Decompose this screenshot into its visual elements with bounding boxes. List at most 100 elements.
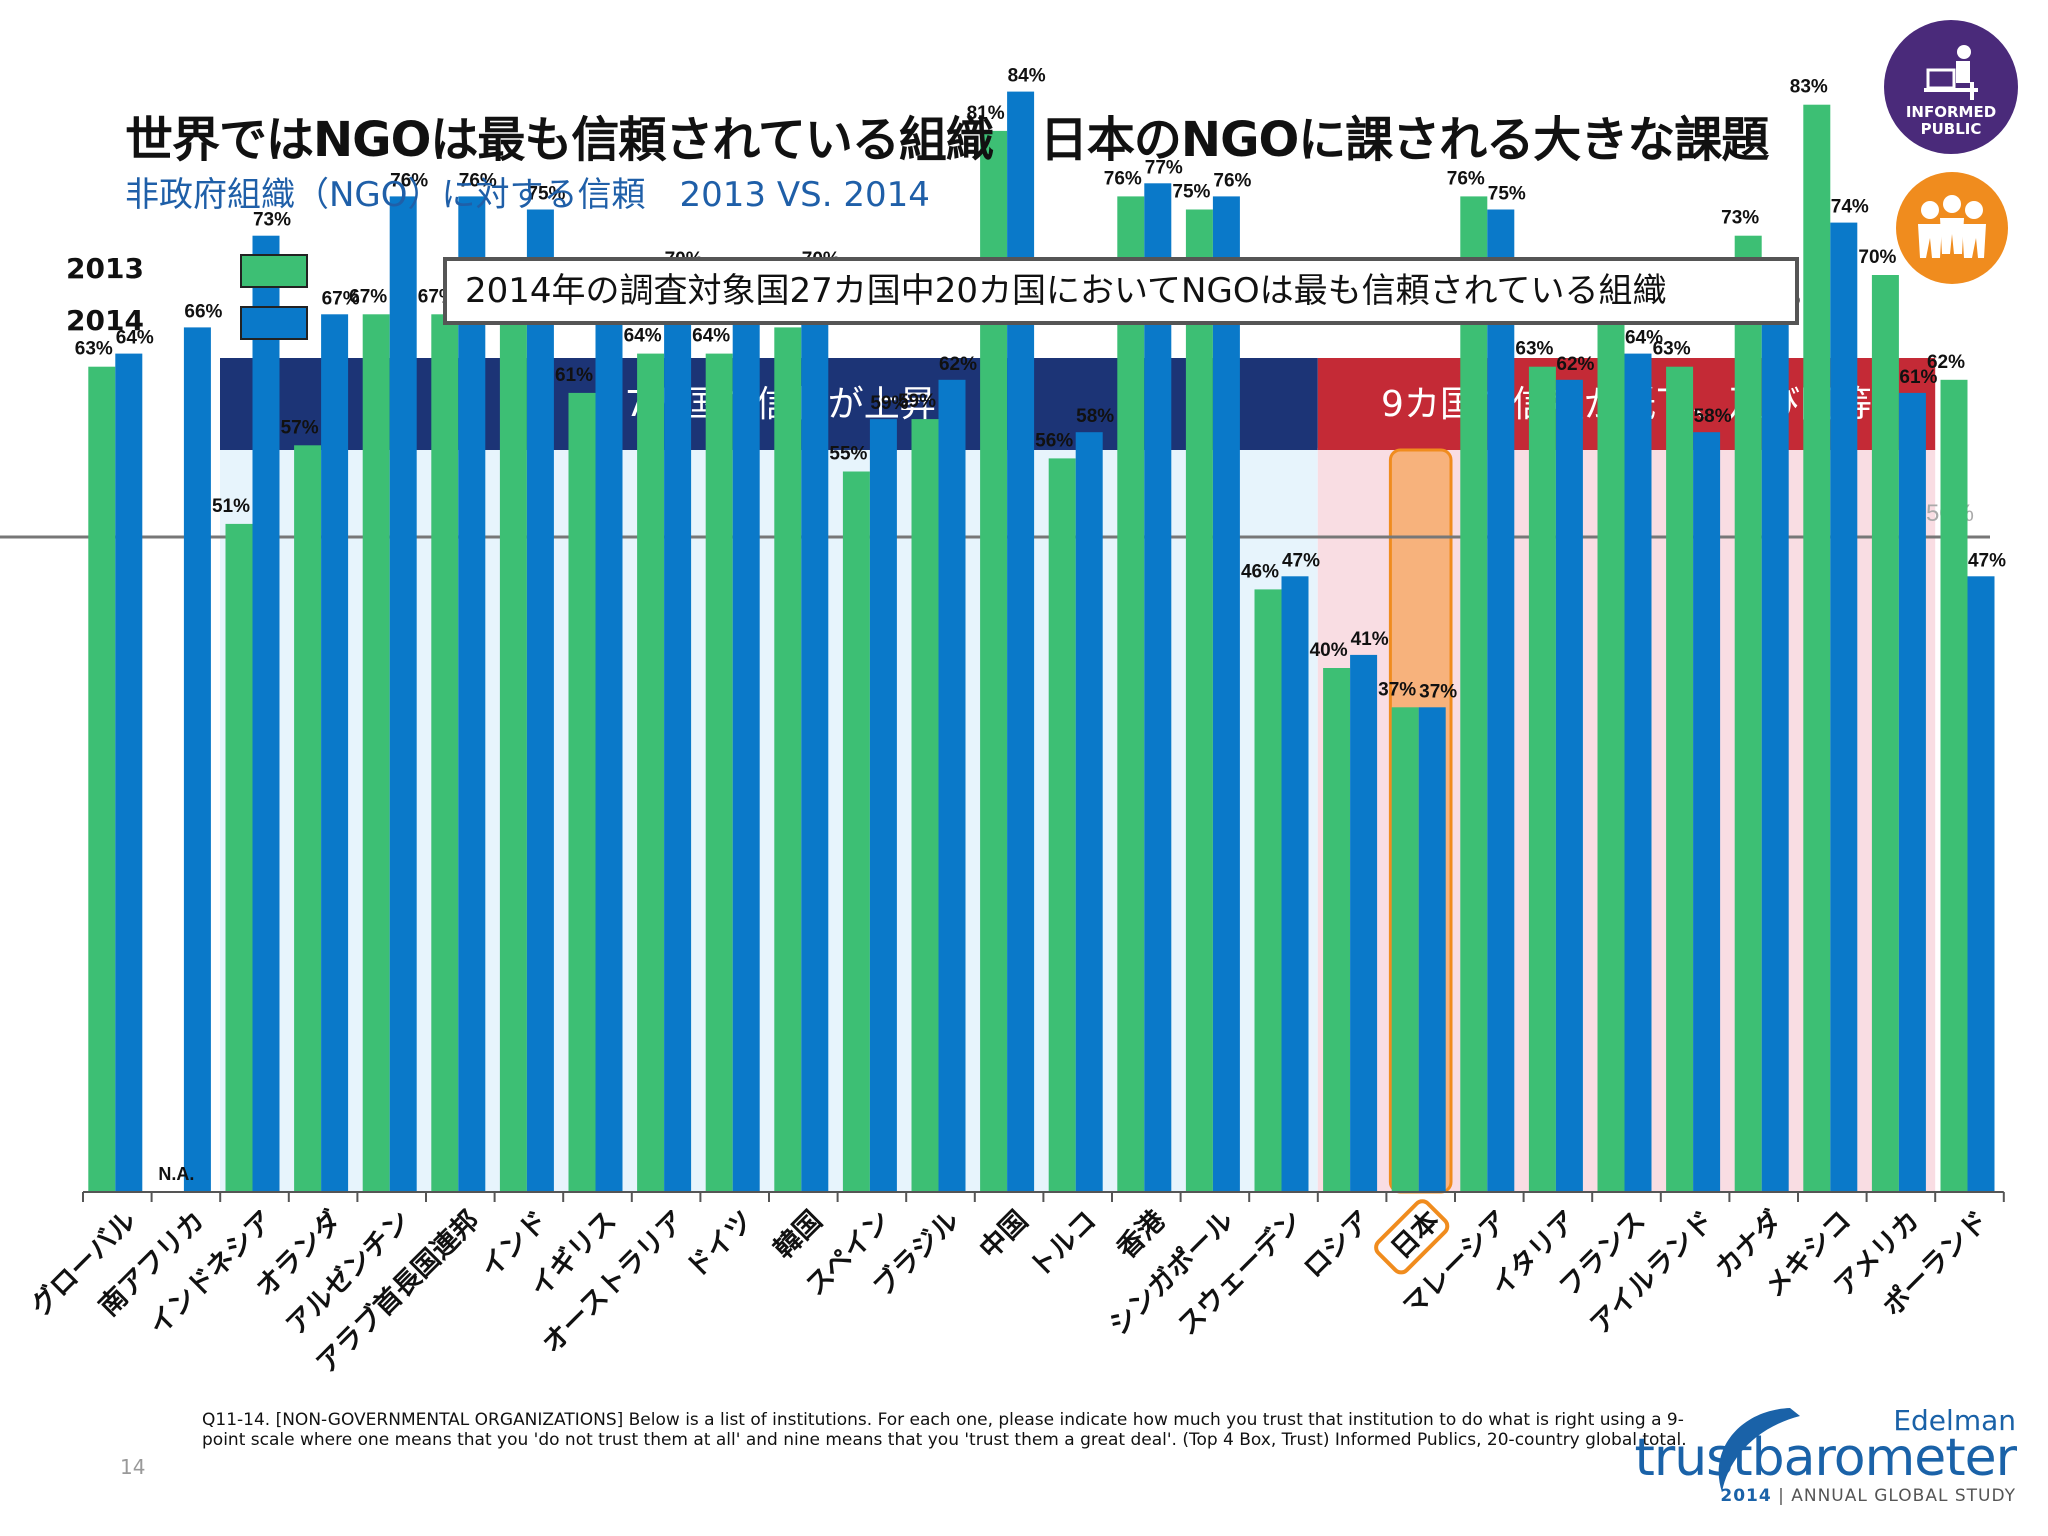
value-label: 64% — [116, 328, 154, 349]
bar-2013-18 — [1323, 668, 1351, 1192]
brand-year: 2014 — [1720, 1486, 1772, 1506]
brand-name: Edelman — [1893, 1404, 2016, 1437]
bar-2013-26 — [1871, 275, 1899, 1192]
legend-swatch — [240, 306, 308, 340]
bar-2014-5 — [458, 196, 486, 1192]
value-label: 47% — [1282, 550, 1320, 571]
value-label: 63% — [75, 339, 113, 360]
value-label: 64% — [624, 326, 662, 347]
bar-2014-8 — [664, 275, 692, 1192]
bar-2013-4 — [362, 314, 390, 1192]
people-badge — [1896, 172, 2008, 284]
brand-logo: Edelman trustbarometer 2014 | ANNUAL GLO… — [1634, 1400, 2030, 1510]
bar-2014-12 — [938, 379, 966, 1192]
value-label: 66% — [184, 301, 222, 322]
brand-product-a: trust — [1634, 1428, 1752, 1488]
highlight-label-box — [1374, 1199, 1450, 1275]
bar-2014-2 — [252, 235, 280, 1192]
bar-2014-17 — [1281, 576, 1309, 1192]
bar-2013-10 — [774, 327, 802, 1192]
bar-2014-7 — [595, 314, 623, 1192]
value-label: 76% — [1104, 168, 1142, 189]
footnote: Q11-14. [NON-GOVERNMENTAL ORGANIZATIONS]… — [202, 1410, 1687, 1450]
value-label: 76% — [1213, 170, 1251, 191]
legend-label: 2013 — [66, 252, 144, 285]
value-label: 56% — [1035, 430, 1073, 451]
value-label: 81% — [967, 103, 1005, 124]
value-label: 83% — [1790, 77, 1828, 98]
value-label: 41% — [1351, 629, 1389, 650]
bar-2013-11 — [842, 471, 870, 1192]
brand-separator: | — [1778, 1486, 1785, 1506]
x-tick-label: ドイツ — [680, 1205, 759, 1284]
bar-2013-16 — [1185, 209, 1213, 1192]
bar-2013-14 — [1048, 458, 1076, 1192]
value-label: 67% — [322, 288, 360, 309]
bar-2013-0 — [88, 366, 116, 1192]
value-label: 70% — [1858, 247, 1896, 268]
bar-2014-27 — [1967, 576, 1995, 1192]
bar-2014-23 — [1693, 432, 1721, 1192]
bar-2014-19 — [1418, 707, 1446, 1192]
bar-2013-27 — [1940, 379, 1968, 1192]
bar-2013-25 — [1803, 104, 1831, 1193]
value-label: 74% — [1831, 197, 1869, 218]
bar-2013-7 — [568, 392, 596, 1192]
bar-2013-19 — [1391, 707, 1419, 1192]
x-tick-label: 中国 — [974, 1205, 1034, 1265]
informed-public-badge: INFORMED PUBLIC — [1884, 20, 2018, 154]
x-tick-label: 香港 — [1111, 1204, 1172, 1265]
value-label: 76% — [459, 170, 497, 191]
x-tick-label: 韓国 — [768, 1205, 828, 1265]
bar-2014-18 — [1350, 654, 1378, 1192]
bar-2014-4 — [389, 196, 417, 1192]
page-title: 世界ではNGOは最も信頼されている組織 日本のNGOに課される大きな課題 — [125, 112, 1769, 168]
value-label: 47% — [1968, 550, 2006, 571]
bar-2014-25 — [1830, 222, 1858, 1193]
page-number: 14 — [120, 1455, 146, 1479]
value-label: 59% — [898, 391, 936, 412]
bar-2014-10 — [801, 275, 829, 1192]
bar-2013-21 — [1528, 366, 1556, 1192]
value-label: 73% — [253, 210, 291, 231]
value-label: 75% — [1172, 182, 1210, 203]
value-label: 40% — [1310, 640, 1348, 661]
value-label: 76% — [390, 170, 428, 191]
x-tick-label: トルコ — [1024, 1205, 1103, 1284]
bar-2013-6 — [499, 288, 527, 1193]
page-subtitle: 非政府組織（NGO）に対する信頼 2013 VS. 2014 — [125, 175, 930, 215]
value-label: 75% — [1488, 184, 1526, 205]
x-axis-group: グローバル南アフリカインドネシアオランダアルゼンチンアラブ首長国連邦インドイギリ… — [24, 1191, 2005, 1380]
x-tick-label: ロシア — [1298, 1205, 1377, 1284]
value-label: 61% — [1899, 367, 1937, 388]
bar-2013-2 — [225, 523, 253, 1192]
bar-2014-26 — [1898, 392, 1926, 1192]
swoosh-icon — [1718, 1408, 1800, 1492]
value-label: 63% — [1653, 339, 1691, 360]
brand-product-b: barometer — [1751, 1428, 2017, 1488]
bar-2013-22 — [1597, 288, 1625, 1193]
value-label: 62% — [939, 354, 977, 375]
brand-product: trustbarometer — [1634, 1428, 2017, 1488]
bar-2014-1 — [183, 327, 211, 1192]
value-label: 64% — [1625, 328, 1663, 349]
people-icon — [1918, 195, 1986, 258]
legend-label: 2014 — [66, 304, 144, 337]
value-label: 75% — [527, 184, 565, 205]
badge-label: INFORMED PUBLIC — [1905, 103, 1997, 138]
desk-person-icon — [1924, 45, 1978, 100]
value-label: 61% — [555, 365, 593, 386]
bar-2014-14 — [1075, 432, 1103, 1192]
bar-2013-15 — [1117, 196, 1145, 1192]
value-label: 37% — [1419, 681, 1457, 702]
na-label: N.A. — [158, 1164, 194, 1184]
value-label: 64% — [692, 326, 730, 347]
value-label: 37% — [1378, 679, 1416, 700]
bar-2014-24 — [1761, 314, 1789, 1192]
bar-2014-3 — [321, 314, 349, 1192]
legend-swatch — [240, 254, 308, 288]
bar-2013-3 — [294, 445, 322, 1192]
bar-2014-11 — [869, 419, 897, 1193]
value-label: 51% — [212, 496, 250, 517]
bar-2013-17 — [1254, 589, 1282, 1192]
